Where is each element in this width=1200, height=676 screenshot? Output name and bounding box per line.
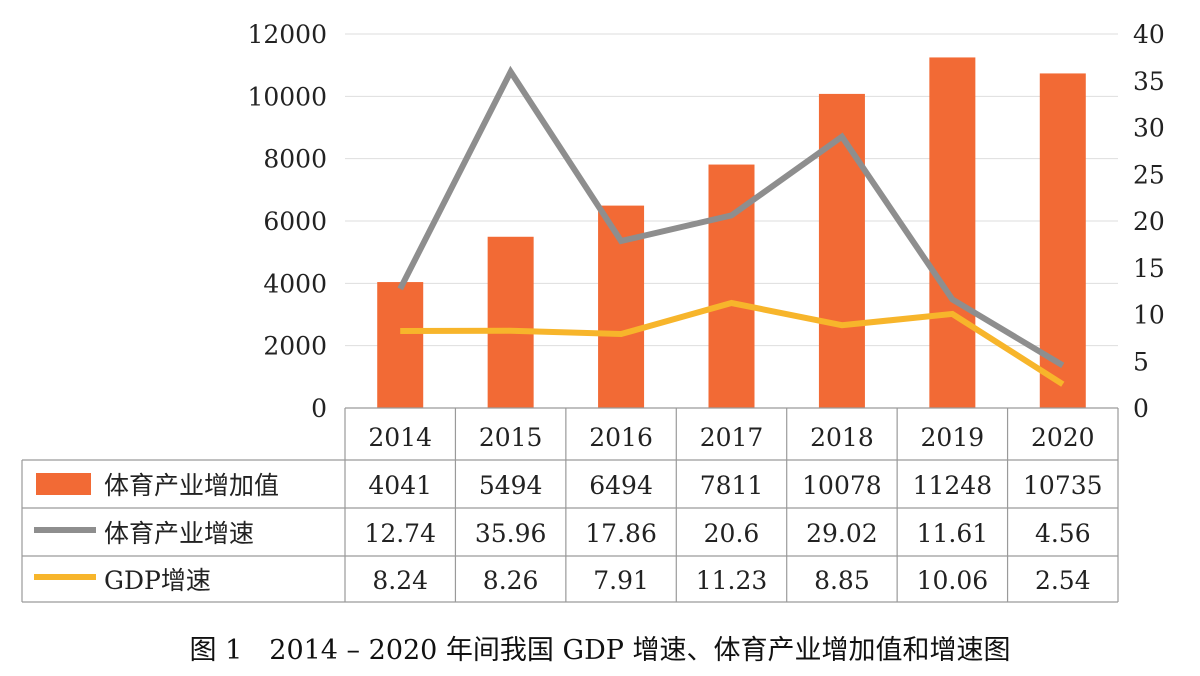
right-tick-label: 10 <box>1133 301 1165 330</box>
category-label: 2020 <box>1031 423 1095 452</box>
figure-caption: 图 1 2014 – 2020 年间我国 GDP 增速、体育产业增加值和增速图 <box>189 635 1011 666</box>
table-value: 7811 <box>700 471 764 500</box>
table-value: 8.24 <box>372 566 428 595</box>
bar-series <box>377 57 1086 409</box>
table-value: 2.54 <box>1035 566 1091 595</box>
right-tick-label: 15 <box>1133 254 1165 283</box>
table-value: 17.86 <box>585 519 657 548</box>
right-axis-ticks: 0 5 10 15 20 25 30 35 40 <box>1133 20 1165 423</box>
bar <box>929 57 976 409</box>
table-value: 12.74 <box>364 519 436 548</box>
right-tick-label: 40 <box>1133 20 1165 49</box>
left-tick-label: 6000 <box>263 207 327 236</box>
table-value: 10078 <box>802 471 882 500</box>
bar <box>1039 73 1086 408</box>
legend-swatch <box>36 473 91 495</box>
table-value: 6494 <box>589 471 653 500</box>
table-value: 7.91 <box>593 566 649 595</box>
table-value: 5494 <box>479 471 543 500</box>
table-value: 35.96 <box>475 519 547 548</box>
table-value: 20.6 <box>704 519 760 548</box>
left-tick-label: 2000 <box>263 332 327 361</box>
table-value: 8.26 <box>483 566 539 595</box>
bar <box>487 236 534 408</box>
series-line <box>400 299 1065 387</box>
left-tick-label: 0 <box>311 394 327 423</box>
right-tick-label: 30 <box>1133 114 1165 143</box>
right-tick-label: 0 <box>1133 394 1149 423</box>
table-value: 11.61 <box>917 519 989 548</box>
table-value: 11248 <box>913 471 993 500</box>
right-tick-label: 20 <box>1133 207 1165 236</box>
table-value: 10.06 <box>917 566 989 595</box>
table-value: 11.23 <box>696 566 768 595</box>
table-value: 8.85 <box>814 566 870 595</box>
category-label: 2018 <box>810 423 874 452</box>
left-axis-ticks: 0 2000 4000 6000 8000 10000 12000 <box>247 20 327 423</box>
category-label: 2015 <box>479 423 543 452</box>
legend-label: GDP增速 <box>104 566 211 595</box>
right-tick-label: 5 <box>1133 347 1149 376</box>
category-label: 2019 <box>921 423 985 452</box>
left-tick-label: 4000 <box>263 269 327 298</box>
left-tick-label: 12000 <box>247 20 327 49</box>
left-tick-label: 10000 <box>247 82 327 111</box>
table-value: 4.56 <box>1035 519 1091 548</box>
legend-label: 体育产业增速 <box>104 519 254 548</box>
series-line <box>397 65 1065 368</box>
table-value: 29.02 <box>806 519 878 548</box>
right-tick-label: 25 <box>1133 160 1165 189</box>
data-table: 2014 2015 2016 2017 2018 2019 2020 体育产业增加值 4041 5… <box>21 407 1119 603</box>
left-tick-label: 8000 <box>263 145 327 174</box>
bar <box>377 282 424 408</box>
table-value: 4041 <box>368 471 432 500</box>
category-label: 2016 <box>589 423 653 452</box>
legend-label: 体育产业增加值 <box>104 471 279 500</box>
line-series <box>397 65 1065 387</box>
category-label: 2017 <box>700 423 764 452</box>
table-value: 10735 <box>1023 471 1103 500</box>
right-tick-label: 35 <box>1133 67 1165 96</box>
category-label: 2014 <box>368 423 432 452</box>
